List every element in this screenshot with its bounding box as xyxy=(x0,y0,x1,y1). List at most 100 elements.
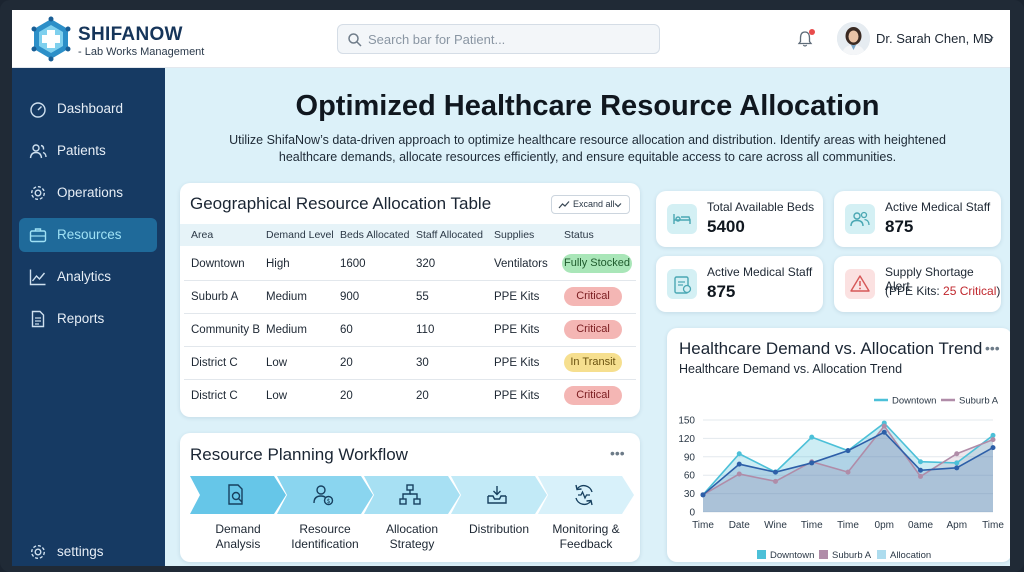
notification-dot xyxy=(809,29,815,35)
legend-label: Downtown xyxy=(892,396,936,407)
stat-card-staff-secondary[interactable]: Active Medical Staff 875 xyxy=(656,256,823,312)
x-tick-label: 0ame xyxy=(908,520,933,531)
column-header: Status xyxy=(564,229,594,241)
stat-card-staff[interactable]: Active Medical Staff 875 xyxy=(834,191,1001,247)
chart-subtitle: Healthcare Demand vs. Allocation Trend xyxy=(679,362,903,376)
stat-value: 5400 xyxy=(707,217,745,236)
column-header: Beds Allocated xyxy=(340,229,410,241)
column-header: Staff Allocated xyxy=(416,229,483,241)
data-point xyxy=(990,445,996,451)
sidebar-item-resources[interactable]: Resources xyxy=(19,218,157,252)
table-row[interactable]: Suburb A Medium 900 55 PPE Kits Critical xyxy=(184,281,636,314)
table-row[interactable]: Downtown High 1600 320 Ventilators Fully… xyxy=(184,248,636,281)
x-tick-label: Date xyxy=(729,520,751,531)
x-tick-label: 0pm xyxy=(875,520,894,531)
more-options-icon[interactable]: ••• xyxy=(985,340,1000,356)
cell-demand: Medium xyxy=(266,324,307,336)
y-tick-label: 90 xyxy=(684,452,696,463)
data-point xyxy=(990,432,996,438)
legend-label: Suburb A xyxy=(959,396,999,407)
stat-label: Active Medical Staff xyxy=(885,200,991,214)
status-badge: In Transit xyxy=(564,353,622,372)
data-point xyxy=(954,465,960,471)
clipboard-icon xyxy=(667,269,697,299)
analysis-icon xyxy=(228,484,243,505)
data-point xyxy=(700,492,706,498)
data-point xyxy=(954,451,960,457)
sidebar-item-operations[interactable]: Operations xyxy=(19,176,157,210)
cell-supplies: PPE Kits xyxy=(494,357,540,369)
cell-supplies: Ventilators xyxy=(494,258,548,270)
expand-all-button[interactable]: Excand all xyxy=(551,195,630,214)
monitoring-icon xyxy=(575,484,593,506)
table-header: Area Demand Level Beds Allocated Staff A… xyxy=(180,224,640,246)
y-tick-label: 60 xyxy=(684,471,696,482)
sidebar-item-analytics[interactable]: Analytics xyxy=(19,260,157,294)
chart-title: Healthcare Demand vs. Allocation Trend xyxy=(679,339,983,358)
shortage-detail: (PPE Kits: 25 Critical) xyxy=(885,284,1000,298)
workflow-step-demand-analysis[interactable] xyxy=(190,476,286,514)
user-name[interactable]: Dr. Sarah Chen, MD xyxy=(876,31,994,46)
distribution-icon xyxy=(487,486,507,504)
cell-area: Community B xyxy=(191,324,261,336)
sidebar-item-settings[interactable]: settings xyxy=(19,535,157,566)
workflow-step-distribution[interactable] xyxy=(451,476,547,514)
data-point xyxy=(736,471,742,477)
workflow-step-label: Resource Identification xyxy=(291,522,359,551)
cell-beds: 20 xyxy=(340,357,353,369)
sidebar-item-label: Analytics xyxy=(57,269,112,284)
stat-value: 875 xyxy=(885,217,914,236)
sidebar-item-label: settings xyxy=(57,544,104,559)
bell-icon[interactable] xyxy=(796,30,814,48)
workflow-step-resource-identification[interactable]: $ xyxy=(277,476,373,514)
cell-area: Suburb A xyxy=(191,291,239,303)
legend-swatch xyxy=(877,550,886,559)
cell-staff: 55 xyxy=(416,291,429,303)
sidebar-item-reports[interactable]: Reports xyxy=(19,302,157,336)
chevron-down-icon[interactable] xyxy=(984,33,995,44)
sidebar-item-dashboard[interactable]: Dashboard xyxy=(19,92,157,126)
table-row[interactable]: District C Low 20 30 PPE Kits In Transit xyxy=(184,347,636,380)
search-icon xyxy=(348,33,362,47)
search-input[interactable] xyxy=(368,25,653,53)
workflow-step-label: Allocation Strategy xyxy=(385,522,439,551)
workflow-step-allocation-strategy[interactable] xyxy=(364,476,460,514)
main-content: Optimized Healthcare Resource Allocation… xyxy=(165,68,1010,566)
sidebar-item-label: Dashboard xyxy=(57,101,124,116)
series-area xyxy=(703,426,993,512)
cell-supplies: PPE Kits xyxy=(494,324,540,336)
column-header: Area xyxy=(191,229,214,241)
workflow-card: Resource Planning Workflow ••• $ xyxy=(180,433,640,562)
workflow-step-monitoring-feedback[interactable] xyxy=(538,476,634,514)
stat-label: Active Medical Staff xyxy=(707,265,813,279)
sidebar: Dashboard Patients Operations Resource xyxy=(12,68,165,566)
status-badge: Critical xyxy=(564,320,622,339)
more-options-icon[interactable]: ••• xyxy=(610,445,625,461)
search-bar[interactable] xyxy=(337,24,660,54)
stat-value: 875 xyxy=(707,282,736,301)
logo-icon xyxy=(31,16,71,62)
stat-card-shortage-alert[interactable]: Supply Shortage Alert (PPE Kits: 25 Crit… xyxy=(834,256,1001,312)
bed-icon xyxy=(667,204,697,234)
stat-card-beds[interactable]: Total Available Beds 5400 xyxy=(656,191,823,247)
workflow-title: Resource Planning Workflow xyxy=(190,445,408,464)
gear-icon xyxy=(30,185,46,201)
legend-label: Downtown xyxy=(770,550,814,560)
legend-label: Suburb A xyxy=(832,550,872,560)
table-row[interactable]: Community B Medium 60 110 PPE Kits Criti… xyxy=(184,314,636,347)
brand-name: SHIFANOW xyxy=(78,24,183,45)
cell-area: District C xyxy=(191,357,238,369)
data-point xyxy=(881,423,887,429)
sidebar-item-label: Patients xyxy=(57,143,106,158)
y-tick-label: 120 xyxy=(678,434,695,445)
data-point xyxy=(918,473,923,479)
workflow-step-label: Monitoring & Feedback xyxy=(552,522,620,551)
sidebar-item-patients[interactable]: Patients xyxy=(19,134,157,168)
cell-demand: Low xyxy=(266,390,288,402)
table-row[interactable]: District C Low 20 20 PPE Kits Critical xyxy=(184,380,636,413)
y-tick-label: 0 xyxy=(689,508,695,519)
avatar[interactable] xyxy=(837,22,870,55)
identification-icon: $ xyxy=(313,485,334,506)
data-point xyxy=(845,448,851,454)
